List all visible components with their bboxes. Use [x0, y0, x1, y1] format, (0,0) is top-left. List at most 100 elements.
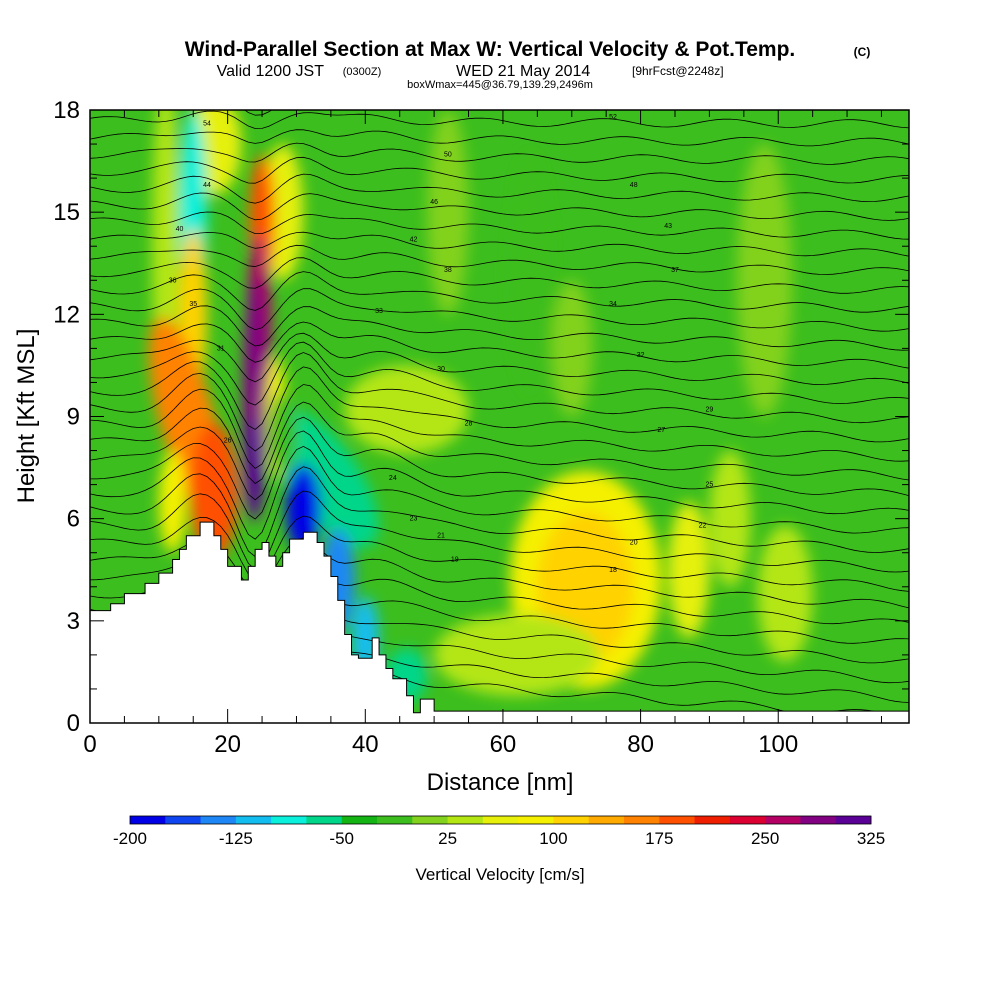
velocity-field — [90, 110, 909, 723]
velocity-blob — [244, 416, 264, 519]
theta-label: 42 — [410, 236, 418, 243]
colorbar-tick-label: 250 — [751, 829, 779, 848]
velocity-blob — [736, 144, 792, 417]
theta-label: 36 — [169, 277, 177, 284]
y-tick-label: 12 — [53, 301, 80, 328]
theta-line — [90, 156, 909, 184]
theta-label: 37 — [671, 267, 679, 274]
theta-line — [90, 352, 909, 430]
theta-label: 33 — [375, 308, 383, 315]
colorbar-ticks: -200 -125 -50 25 100 175 250 325 — [113, 829, 885, 848]
x-axis: 0 20 40 60 80 100 — [83, 110, 882, 758]
colorbar-swatch — [624, 816, 660, 824]
x-tick-label: 0 — [83, 731, 96, 758]
velocity-blob — [344, 365, 469, 454]
colorbar-swatch — [447, 816, 484, 824]
theta-line — [90, 515, 909, 592]
theta-line — [90, 341, 909, 406]
colorbar-swatch — [341, 816, 378, 824]
theta-label: 40 — [176, 226, 184, 233]
theta-label: 19 — [451, 557, 459, 564]
theta-line — [90, 430, 909, 520]
colorbar-swatch — [235, 816, 272, 824]
theta-label: 44 — [203, 182, 211, 189]
subtitle-forecast: [9hrFcst@2248z] — [632, 64, 724, 78]
y-tick-label: 9 — [67, 404, 80, 431]
theta-line — [90, 445, 909, 540]
x-tick-label: 40 — [352, 731, 379, 758]
theta-labels: 54 52 50 48 46 44 43 42 40 38 37 36 35 34 33 32 31 30 29 28… — [169, 114, 714, 574]
y-tick-label: 6 — [67, 506, 80, 533]
x-tick-label: 20 — [214, 731, 241, 758]
colorbar-swatch — [800, 816, 837, 824]
terrain — [90, 521, 909, 723]
theta-line — [90, 384, 909, 469]
colorbar-tick-label: -200 — [113, 829, 147, 848]
theta-label: 22 — [699, 522, 707, 529]
subtitle-date: WED 21 May 2014 — [456, 63, 590, 80]
theta-label: 28 — [465, 420, 473, 427]
colorbar-swatch — [553, 816, 590, 824]
theta-line — [90, 305, 909, 351]
theta-line — [90, 490, 909, 573]
velocity-blob — [269, 407, 379, 548]
theta-label: 54 — [203, 121, 211, 128]
theta-label: 48 — [630, 182, 638, 189]
box-info: boxWmax=445@36.79,139.29,2496m — [407, 79, 593, 91]
theta-label: 34 — [609, 301, 617, 308]
velocity-blob — [757, 525, 813, 662]
velocity-blob — [551, 280, 593, 417]
colorbar-tick-label: 100 — [539, 829, 567, 848]
theta-line — [90, 142, 909, 165]
theta-line — [90, 271, 909, 313]
theta-label: 52 — [609, 114, 617, 121]
y-tick-label: 18 — [53, 97, 80, 124]
theta-label: 46 — [430, 199, 438, 206]
theta-line — [90, 321, 909, 369]
x-tick-label: 60 — [490, 731, 517, 758]
colorbar-swatch — [482, 816, 519, 824]
colorbar-swatch — [659, 816, 695, 824]
colorbar-swatch — [729, 816, 766, 824]
colorbar — [129, 815, 872, 825]
velocity-blob — [668, 501, 710, 638]
theta-line — [90, 366, 909, 452]
theta-label: 50 — [444, 151, 452, 158]
theta-line — [90, 416, 909, 501]
velocity-blob — [709, 450, 751, 587]
theta-line — [90, 192, 909, 221]
colorbar-swatch — [165, 816, 201, 824]
colorbar-swatch — [835, 816, 872, 824]
velocity-blob — [158, 450, 187, 553]
theta-label: 26 — [224, 437, 232, 444]
velocity-blob — [509, 154, 552, 393]
velocity-blobs — [148, 110, 813, 703]
theta-line — [90, 129, 909, 147]
theta-isentropes — [90, 110, 909, 721]
colorbar-swatch — [518, 816, 554, 824]
colorbar-swatch — [377, 816, 413, 824]
colorbar-label: Vertical Velocity [cm/s] — [415, 865, 584, 884]
colorbar-tick-label: -125 — [219, 829, 253, 848]
chart-title: Wind-Parallel Section at Max W: Vertical… — [185, 38, 796, 61]
colorbar-swatch — [694, 816, 731, 824]
colorbar-swatch — [765, 816, 801, 824]
colorbar-swatch — [588, 816, 625, 824]
colorbar-swatch — [200, 816, 237, 824]
colorbar-tick-label: 25 — [438, 829, 457, 848]
velocity-blob — [286, 464, 321, 553]
colorbar-swatch — [306, 816, 343, 824]
y-axis-label: Height [Kft MSL] — [13, 329, 40, 504]
colorbar-tick-label: 175 — [645, 829, 673, 848]
theta-label: 25 — [706, 482, 714, 489]
theta-line — [90, 244, 909, 275]
theta-line — [90, 401, 909, 485]
y-tick-label: 3 — [67, 608, 80, 635]
theta-label: 30 — [437, 366, 445, 373]
subtitle-valid: Valid 1200 JST — [217, 63, 325, 80]
chart-title-mark: (C) — [854, 45, 871, 59]
subtitle-zulu: (0300Z) — [343, 66, 382, 78]
theta-label: 23 — [410, 516, 418, 523]
